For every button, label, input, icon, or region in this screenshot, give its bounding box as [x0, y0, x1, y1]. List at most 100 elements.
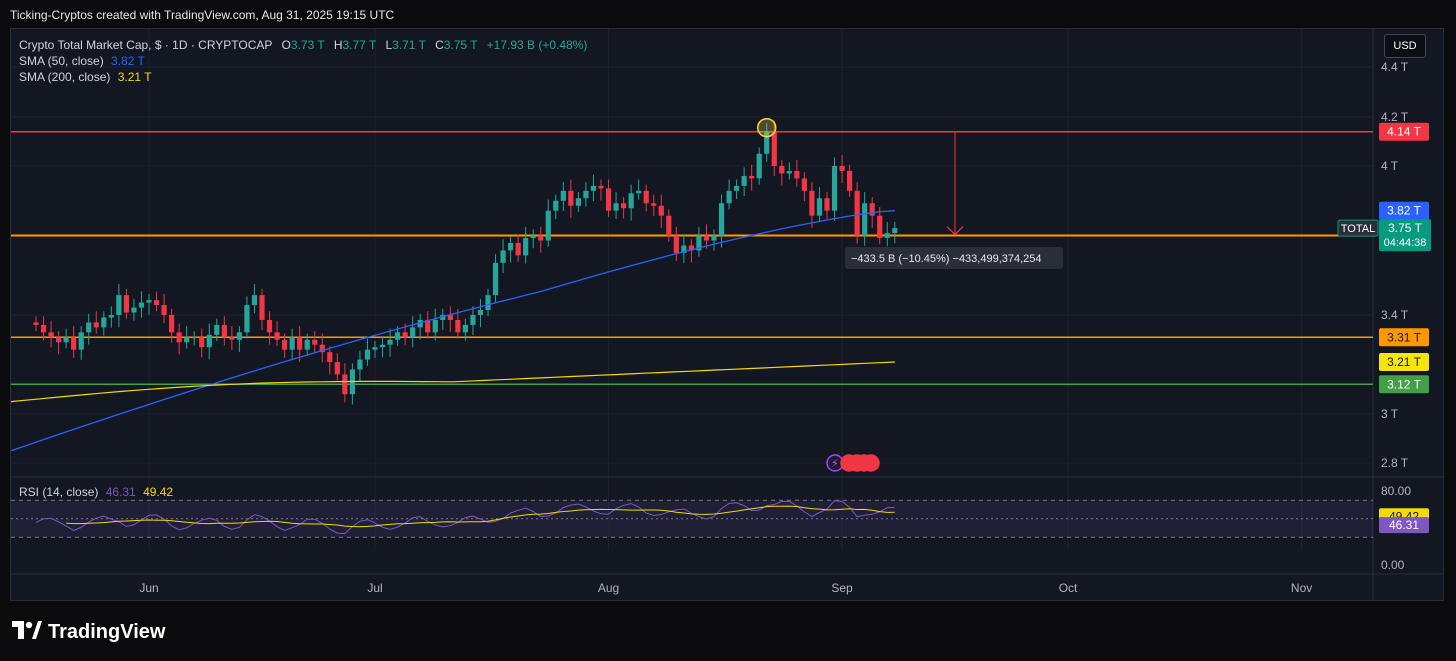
candle-body[interactable] [93, 322, 99, 328]
candle-body[interactable] [530, 235, 536, 239]
candle-body[interactable] [395, 332, 401, 340]
candle-body[interactable] [372, 347, 378, 350]
candle-body[interactable] [101, 317, 107, 328]
candle-body[interactable] [191, 337, 197, 339]
candle-body[interactable] [764, 131, 770, 154]
candle-body[interactable] [839, 166, 845, 171]
candle-body[interactable] [184, 337, 190, 343]
candle-body[interactable] [108, 315, 114, 318]
candle-body[interactable] [63, 337, 69, 343]
candle-body[interactable] [583, 190, 589, 199]
candle-body[interactable] [718, 203, 725, 236]
candle-body[interactable] [892, 228, 898, 234]
candle-body[interactable] [86, 322, 92, 333]
candle-body[interactable] [455, 319, 461, 333]
chart-frame[interactable]: −433.5 B (−10.45%) −433,499,374,254 ⚡ 4.4 … [10, 28, 1444, 601]
peak-highlight-circle[interactable] [756, 117, 777, 138]
candle-body[interactable] [33, 322, 39, 325]
candle-body[interactable] [854, 190, 860, 236]
us-flag-event-icon[interactable] [862, 454, 880, 472]
candle-body[interactable] [364, 349, 371, 360]
candle-body[interactable] [161, 305, 167, 315]
candle-body[interactable] [327, 352, 333, 363]
candle-body[interactable] [259, 295, 265, 320]
candle-body[interactable] [590, 185, 597, 191]
currency-button[interactable]: USD [1384, 34, 1426, 58]
candle-body[interactable] [304, 339, 310, 350]
candle-body[interactable] [266, 319, 273, 333]
candle-body[interactable] [176, 332, 182, 343]
candle-body[interactable] [199, 337, 205, 348]
candle-body[interactable] [334, 362, 340, 375]
candle-body[interactable] [402, 332, 408, 338]
candle-body[interactable] [673, 235, 679, 253]
candle-body[interactable] [206, 334, 212, 348]
candle-body[interactable] [560, 190, 566, 201]
candle-body[interactable] [229, 337, 235, 340]
candle-body[interactable] [771, 131, 777, 166]
candle-body[interactable] [447, 315, 453, 320]
candle-body[interactable] [801, 178, 807, 191]
candle-body[interactable] [756, 153, 762, 179]
candle-body[interactable] [786, 170, 792, 174]
candle-body[interactable] [169, 315, 175, 333]
candle-body[interactable] [508, 242, 514, 251]
candle-body[interactable] [432, 319, 438, 333]
candle-body[interactable] [568, 190, 574, 206]
candle-body[interactable] [621, 203, 627, 209]
candle-body[interactable] [749, 175, 755, 179]
candle-body[interactable] [312, 339, 318, 345]
candle-body[interactable] [138, 302, 145, 308]
candle-body[interactable] [477, 310, 484, 315]
candle-body[interactable] [251, 295, 258, 306]
chart-canvas[interactable]: −433.5 B (−10.45%) −433,499,374,254 ⚡ 4.4 … [11, 29, 1444, 601]
candle-body[interactable] [515, 242, 521, 256]
candle-body[interactable] [779, 166, 785, 174]
candle-body[interactable] [387, 339, 393, 345]
candle-body[interactable] [726, 190, 732, 204]
candle-body[interactable] [553, 200, 559, 211]
candle-body[interactable] [862, 203, 868, 236]
candle-body[interactable] [681, 245, 687, 253]
candle-body[interactable] [40, 324, 47, 333]
candle-body[interactable] [734, 185, 740, 191]
candle-body[interactable] [628, 193, 634, 209]
rsi-legend[interactable]: RSI (14, close) 46.31 49.42 [19, 485, 173, 499]
symbol-name[interactable]: Crypto Total Market Cap, $ · 1D · CRYPTO… [19, 38, 273, 52]
candle-body[interactable] [282, 339, 288, 350]
candle-body[interactable] [666, 215, 672, 236]
candle-body[interactable] [500, 250, 506, 263]
candle-body[interactable] [417, 319, 423, 328]
candle-body[interactable] [658, 205, 664, 216]
candle-body[interactable] [221, 324, 227, 338]
candle-body[interactable] [831, 166, 838, 211]
candle-body[interactable] [703, 235, 710, 241]
candle-body[interactable] [538, 235, 544, 241]
candle-body[interactable] [236, 332, 242, 340]
candle-body[interactable] [877, 215, 883, 239]
candle-body[interactable] [357, 359, 363, 370]
candle-body[interactable] [214, 324, 220, 335]
candle-body[interactable] [78, 332, 84, 350]
candle-body[interactable] [794, 170, 800, 179]
candle-body[interactable] [48, 332, 54, 338]
candle-body[interactable] [636, 190, 642, 194]
candle-body[interactable] [244, 305, 250, 333]
sma50-row[interactable]: SMA (50, close) 3.82 T [19, 53, 587, 69]
candle-body[interactable] [741, 175, 747, 186]
candle-body[interactable] [884, 233, 890, 239]
candle-body[interactable] [289, 337, 295, 350]
candle-body[interactable] [613, 203, 619, 211]
candle-body[interactable] [485, 295, 491, 311]
candle-body[interactable] [462, 324, 468, 333]
candle-body[interactable] [651, 203, 657, 206]
candle-body[interactable] [123, 295, 129, 313]
candle-body[interactable] [342, 374, 348, 395]
candle-body[interactable] [523, 238, 529, 256]
candle-body[interactable] [71, 337, 77, 350]
candle-body[interactable] [545, 210, 551, 241]
candle-body[interactable] [153, 300, 160, 306]
sma200-row[interactable]: SMA (200, close) 3.21 T [19, 69, 587, 85]
candle-body[interactable] [56, 337, 62, 343]
candle-body[interactable] [379, 344, 386, 348]
